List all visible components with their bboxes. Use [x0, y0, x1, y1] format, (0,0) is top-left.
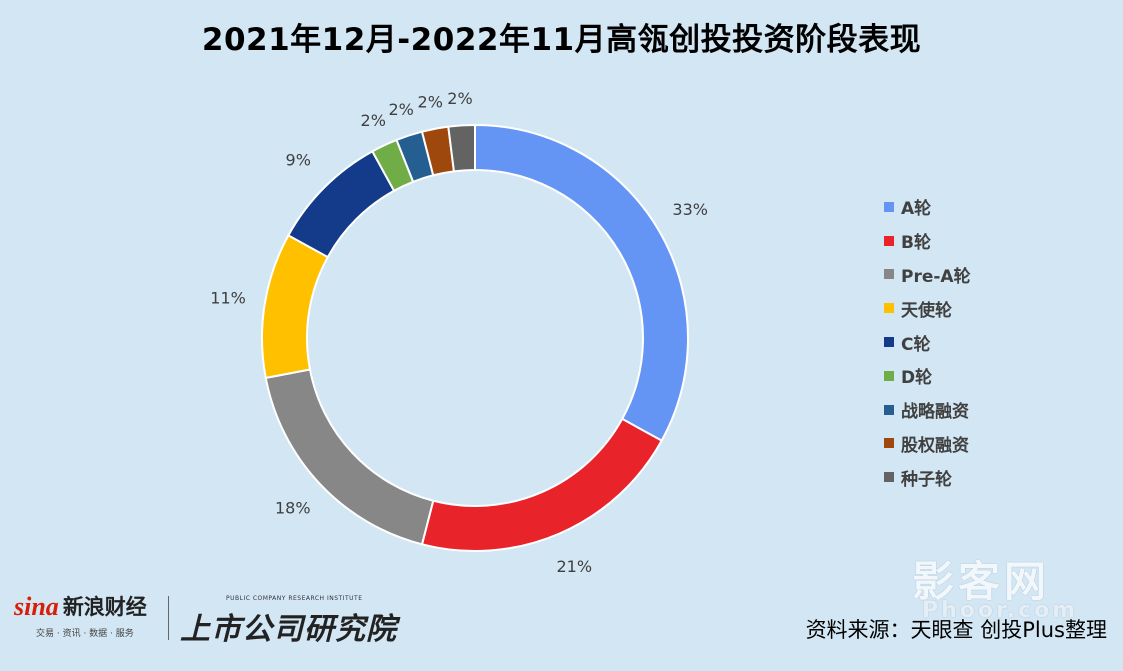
legend-item-4: 天使轮 — [884, 291, 971, 325]
legend-item-5: C轮 — [884, 325, 971, 359]
legend-swatch — [884, 201, 894, 212]
value-label-6: 2% — [361, 111, 386, 130]
legend-swatch — [884, 370, 894, 381]
data-source-note: 资料来源：天眼查 创投Plus整理 — [805, 618, 1107, 642]
donut-slice-2 — [420, 417, 664, 552]
sina-tagline: 交易 · 资讯 · 数据 · 服务 — [36, 629, 134, 639]
legend-swatch — [884, 472, 894, 483]
chart-title: 2021年12月-2022年11月高瓴创投投资阶段表现 — [201, 22, 922, 58]
legend-swatch — [884, 269, 894, 280]
legend-label: A轮 — [901, 199, 932, 220]
institute-logo: PUBLIC COMPANY RESEARCH INSTITUTE 上市公司研究… — [180, 595, 397, 648]
donut-slice-3 — [264, 368, 435, 546]
legend-item-6: D轮 — [884, 359, 971, 393]
legend-label: B轮 — [901, 233, 931, 254]
value-label-1: 33% — [672, 200, 708, 219]
watermark: 影客网 — [912, 557, 1051, 606]
legend-item-2: B轮 — [884, 224, 971, 258]
legend-item-7: 战略融资 — [884, 393, 971, 427]
legend-swatch — [884, 404, 894, 415]
value-label-9: 2% — [447, 89, 472, 108]
legend-label: 战略融资 — [901, 402, 969, 423]
legend-item-9: 种子轮 — [884, 460, 971, 494]
logo-divider — [168, 596, 169, 640]
legend-swatch — [884, 337, 894, 348]
value-label-7: 2% — [388, 100, 413, 119]
legend-label: 种子轮 — [901, 469, 952, 490]
legend-label: C轮 — [901, 334, 931, 355]
watermark-url: Phoor.com — [922, 598, 1079, 623]
donut-slice-1 — [474, 123, 689, 442]
value-label-2: 21% — [557, 557, 593, 576]
legend-item-1: A轮 — [884, 190, 971, 224]
legend-label: Pre-A轮 — [901, 266, 971, 287]
donut-slice-9 — [447, 123, 476, 173]
donut-value-labels: 33%21%18%11%9%2%2% 2% 2% — [210, 89, 708, 576]
donut-slice-4 — [261, 234, 330, 380]
legend-label: 股权融资 — [901, 435, 969, 456]
chart-legend: A轮 B轮 Pre-A轮 天使轮 C轮 D轮战略融资股权融资种子轮 — [884, 190, 971, 494]
legend-item-8: 股权融资 — [884, 427, 971, 461]
value-label-8: 2% — [418, 93, 443, 112]
legend-item-3: Pre-A轮 — [884, 258, 971, 292]
institute-english-name: PUBLIC COMPANY RESEARCH INSTITUTE — [226, 595, 363, 602]
institute-chinese-name: 上市公司研究院 — [180, 612, 397, 647]
value-label-3: 18% — [275, 499, 311, 518]
legend-label: 天使轮 — [901, 300, 952, 321]
legend-swatch — [884, 235, 894, 246]
legend-label: D轮 — [901, 368, 933, 389]
donut-slices — [261, 123, 689, 552]
value-label-4: 11% — [210, 288, 246, 307]
value-label-5: 9% — [286, 151, 311, 170]
sina-wordmark: sina — [14, 592, 59, 621]
sina-finance-name: 新浪财经 — [62, 595, 147, 619]
sina-finance-logo: sina 新浪财经 交易 · 资讯 · 数据 · 服务 — [14, 592, 147, 640]
legend-swatch — [884, 438, 894, 449]
legend-swatch — [884, 303, 894, 314]
